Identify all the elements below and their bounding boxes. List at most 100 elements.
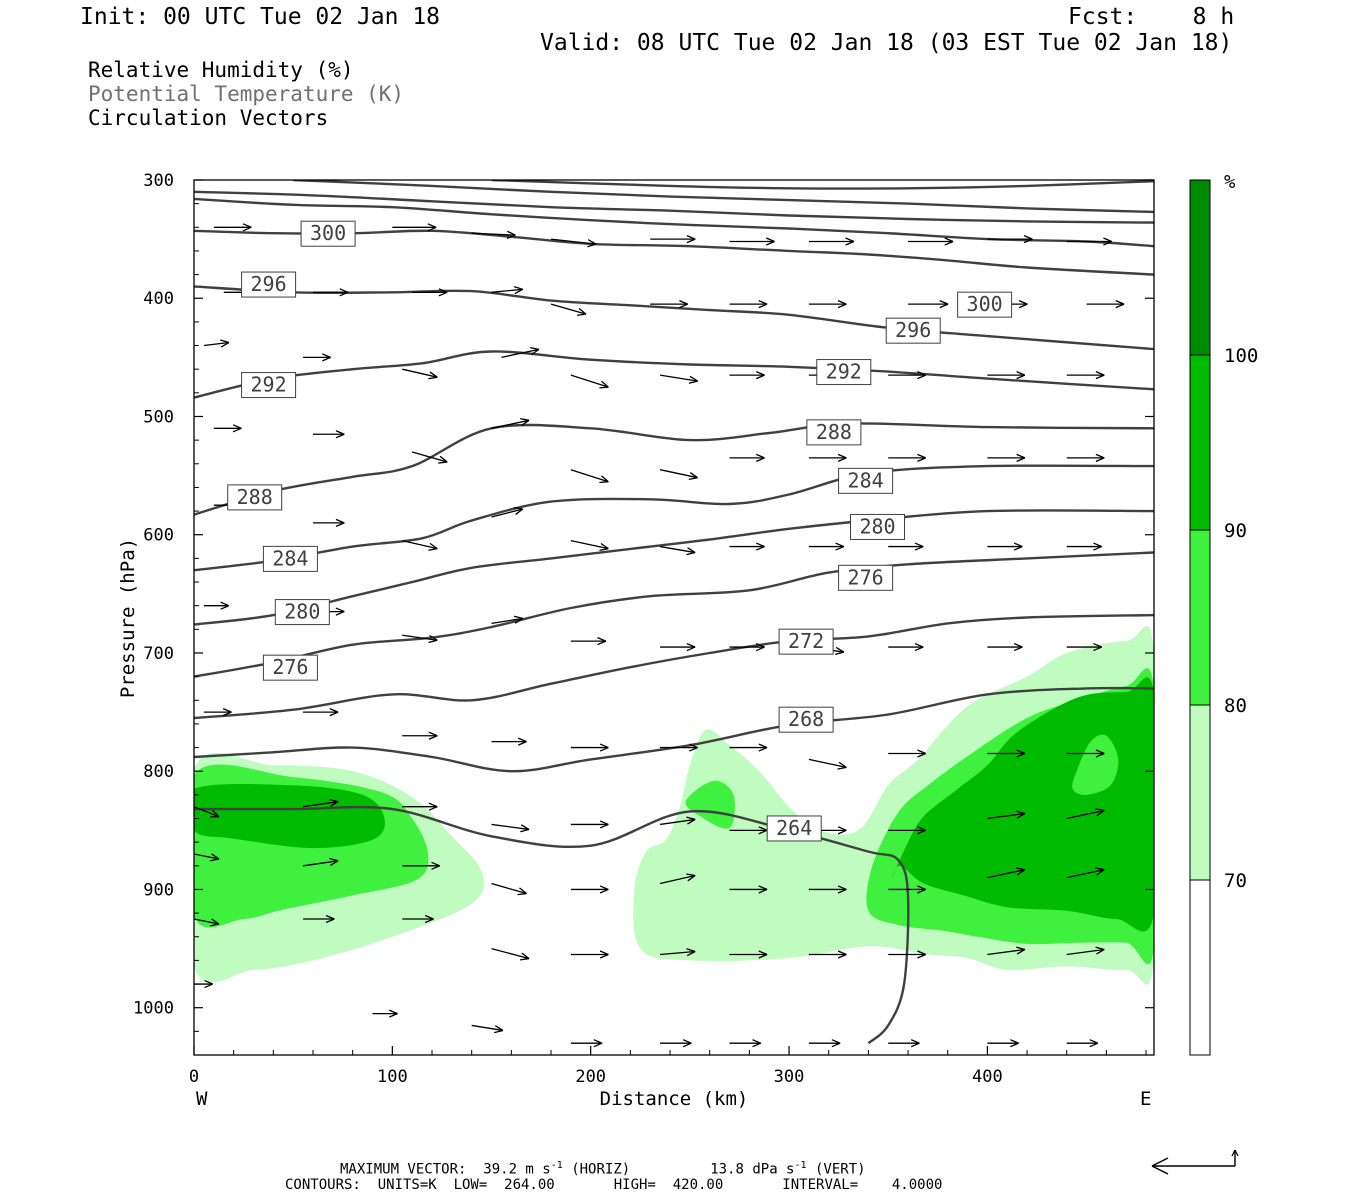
isentrope-label-288: 288 — [806, 419, 862, 446]
vector-arrow-65 — [1066, 642, 1102, 652]
vector-arrow-78 — [302, 798, 339, 808]
isentrope-292 — [194, 350, 1154, 399]
isentrope-label-292: 292 — [816, 359, 872, 386]
west-label: W — [196, 1088, 208, 1110]
vector-arrow-33 — [213, 424, 242, 433]
vector-arrow-102 — [491, 947, 530, 961]
vector-arrow-46 — [402, 540, 438, 551]
rh-shading — [194, 626, 1154, 985]
vector-arrow-3 — [471, 230, 516, 239]
y-tick-700: 700 — [143, 644, 174, 664]
colorbar-segment-2 — [1189, 529, 1211, 706]
vector-arrow-48 — [570, 540, 609, 551]
vector-arrow-91 — [491, 882, 527, 896]
vector-arrow-42 — [987, 453, 1026, 462]
vector-arrow-82 — [660, 816, 696, 826]
isentrope-272 — [194, 613, 1154, 720]
max-vector-horiz: MAXIMUM VECTOR: 39.2 m s — [340, 1161, 551, 1178]
y-tick-300: 300 — [143, 171, 174, 191]
vector-arrow-109 — [1066, 946, 1105, 956]
svg-text:300: 300 — [967, 292, 1003, 316]
field-label-rh: Relative Humidity (%) — [88, 58, 354, 82]
svg-text:280: 280 — [284, 600, 320, 624]
isentrope-316 — [491, 180, 1154, 190]
vector-arrow-66 — [203, 707, 232, 717]
x-tick-200: 200 — [575, 1067, 606, 1087]
vector-arrow-24 — [402, 368, 438, 380]
x-tick-400: 400 — [972, 1067, 1003, 1087]
max-vector-vert: 13.8 dPa s — [710, 1161, 795, 1178]
isentrope-276 — [194, 551, 1154, 678]
vector-arrow-113 — [570, 1039, 603, 1048]
vector-arrow-57 — [402, 634, 438, 644]
vector-arrow-60 — [660, 642, 696, 652]
vector-arrow-87 — [1066, 808, 1105, 820]
colorbar: 70 80 90 100 — [1189, 179, 1258, 1056]
vector-arrow-18 — [808, 300, 847, 309]
vector-arrow-77 — [194, 806, 220, 818]
vector-arrow-47 — [491, 507, 524, 518]
vector-arrow-54 — [1066, 542, 1102, 551]
vector-arrow-92 — [570, 885, 609, 894]
y-tick-1000: 1000 — [133, 999, 174, 1019]
vector-arrow-34 — [313, 430, 345, 439]
vector-arrow-16 — [650, 300, 688, 309]
vector-arrow-117 — [888, 1039, 920, 1048]
colorbar-segment-1 — [1189, 704, 1211, 881]
vector-arrow-116 — [808, 1039, 841, 1048]
svg-text:276: 276 — [272, 655, 308, 679]
isentrope-296 — [194, 285, 1154, 351]
isentrope-264 — [194, 805, 910, 1045]
vector-arrow-23 — [303, 353, 331, 362]
vector-arrow-90 — [402, 861, 441, 870]
vector-arrow-8 — [908, 237, 954, 246]
vector-arrow-51 — [808, 542, 845, 551]
x-axis-label: Distance (km) — [600, 1088, 749, 1110]
y-tick-800: 800 — [143, 762, 174, 782]
vector-arrow-97 — [987, 867, 1026, 879]
vector-arrow-73 — [808, 758, 847, 770]
vector-arrow-112 — [471, 1024, 504, 1034]
colorbar-segment-0 — [1189, 879, 1211, 1056]
isentrope-268 — [194, 686, 1154, 773]
vert-label: (VERT) — [806, 1161, 866, 1178]
field-label-theta: Potential Temperature (K) — [88, 82, 405, 106]
vector-arrow-12 — [313, 288, 349, 297]
vector-arrow-2 — [392, 223, 437, 232]
vector-arrow-19 — [908, 300, 949, 309]
rh-region-90-6 — [891, 677, 1154, 932]
vector-arrow-85 — [888, 826, 926, 835]
vector-arrow-36 — [491, 417, 530, 429]
isentrope-label-288: 288 — [227, 484, 283, 511]
vector-arrow-71 — [660, 743, 698, 752]
y-tick-500: 500 — [143, 407, 174, 427]
isentrope-label-264: 264 — [766, 815, 822, 842]
y-tick-400: 400 — [143, 289, 174, 309]
vector-arrow-108 — [987, 946, 1026, 956]
vector-arrow-4 — [550, 238, 597, 248]
theta-isentropes — [194, 180, 1154, 1045]
svg-text:276: 276 — [848, 565, 884, 589]
y-axis: 300 400 500 600 700 800 900 1000 — [133, 171, 1154, 1056]
svg-text:272: 272 — [788, 629, 824, 653]
vector-arrow-52 — [888, 542, 924, 551]
y-tick-600: 600 — [143, 526, 174, 546]
field-label-vectors: Circulation Vectors — [88, 106, 329, 130]
isentrope-284 — [194, 464, 1154, 572]
isentrope-280 — [194, 509, 1154, 626]
vert-exponent: -1 — [794, 1160, 807, 1171]
vector-arrow-80 — [491, 823, 530, 833]
vector-arrow-75 — [987, 749, 1026, 758]
svg-text:296: 296 — [251, 272, 287, 296]
vector-arrow-68 — [402, 731, 438, 740]
vector-arrow-114 — [660, 1039, 692, 1048]
vector-arrow-94 — [729, 885, 768, 894]
vector-arrow-45 — [313, 518, 345, 528]
vector-arrow-93 — [659, 873, 696, 885]
svg-text:292: 292 — [251, 373, 287, 397]
isentrope-312 — [293, 180, 1154, 214]
svg-text:300: 300 — [310, 221, 346, 245]
valid-time: Valid: 08 UTC Tue 02 Jan 18 (03 EST Tue … — [540, 30, 1233, 56]
plot-frame — [193, 179, 1155, 1056]
init-time: Init: 00 UTC Tue 02 Jan 18 — [80, 4, 441, 30]
